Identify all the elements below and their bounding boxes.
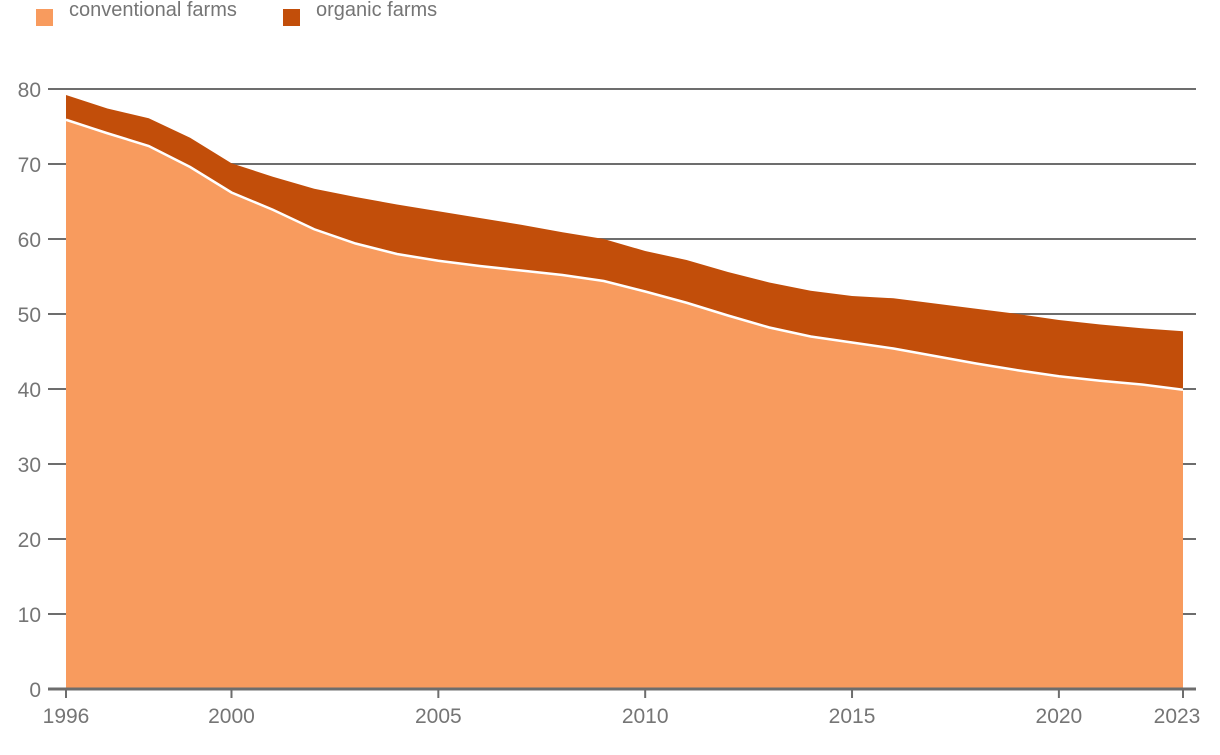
svg-text:2020: 2020 [1036,705,1083,728]
svg-text:2005: 2005 [415,705,462,728]
svg-text:2010: 2010 [622,705,669,728]
chart-legend: conventional farms organic farms [0,0,1220,32]
legend-item-conventional-farms: conventional farms [36,0,237,30]
svg-text:30: 30 [18,454,41,477]
svg-text:0: 0 [29,679,41,702]
svg-text:2015: 2015 [829,705,876,728]
svg-text:10: 10 [18,604,41,627]
legend-label-conventional: conventional farms [69,0,237,21]
svg-text:50: 50 [18,304,41,327]
legend-item-organic-farms: organic farms [283,0,437,30]
legend-swatch-conventional-icon [36,9,53,26]
svg-text:60: 60 [18,229,41,252]
svg-text:2000: 2000 [208,705,255,728]
legend-label-organic: organic farms [316,0,438,21]
svg-text:20: 20 [18,529,41,552]
svg-text:80: 80 [18,79,41,102]
svg-text:2023: 2023 [1154,705,1201,728]
svg-text:70: 70 [18,154,41,177]
svg-text:1996: 1996 [43,705,90,728]
legend-swatch-organic-icon [283,9,300,26]
svg-text:40: 40 [18,379,41,402]
